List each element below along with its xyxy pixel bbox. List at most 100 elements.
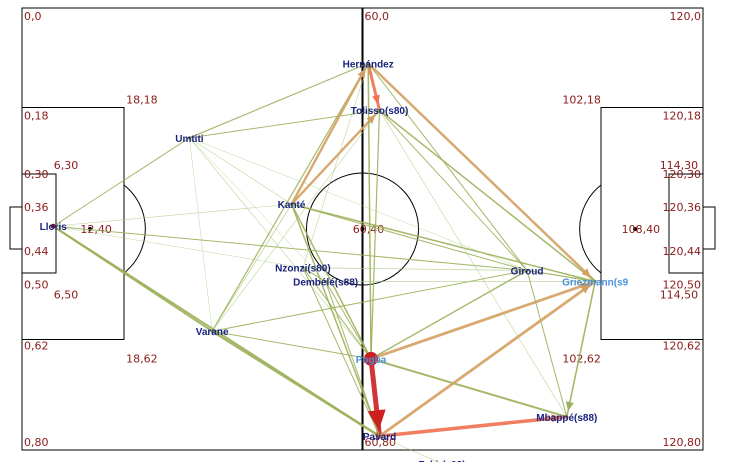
player-label-fekir: Fekir(s93)	[418, 460, 465, 462]
player-node-lloris	[50, 223, 56, 229]
player-label-mbappe: Mbappé(s88)	[536, 413, 597, 424]
pass-line	[52, 137, 190, 227]
pass-line	[291, 203, 528, 271]
pass-line	[379, 435, 439, 462]
coord-label: 6,30	[54, 159, 79, 172]
pass-line	[302, 267, 528, 271]
pass-arrowhead	[551, 414, 561, 423]
left-penalty-arc	[123, 184, 146, 274]
right-penalty-spot	[633, 227, 637, 231]
pass-line	[189, 137, 326, 282]
player-node-umtiti	[187, 136, 191, 140]
pass-lines	[52, 61, 597, 462]
player-label-pogba: Pogba	[356, 355, 387, 366]
coord-label: 0,30	[24, 168, 49, 181]
pass-line	[379, 109, 568, 418]
player-node-pavard	[378, 434, 382, 438]
player-node-kante	[290, 202, 294, 206]
coord-label: 120,62	[663, 340, 702, 353]
coord-label: 12,40	[80, 223, 112, 236]
pass-line	[211, 109, 380, 332]
player-label-pavard: Pavard	[363, 432, 396, 443]
pass-line	[189, 137, 372, 360]
player-node-nzonzi	[301, 266, 305, 270]
pass-line	[369, 280, 597, 361]
pass-line	[290, 203, 596, 283]
coord-label: 120,50	[663, 278, 702, 291]
coord-label: 0,44	[24, 245, 49, 258]
pass-line	[188, 62, 369, 139]
pass-line	[302, 62, 369, 268]
pass-line	[211, 62, 369, 332]
coord-label: 0,80	[24, 436, 49, 449]
pass-arrowhead	[357, 68, 366, 79]
player-label-hernandez: Hernández	[343, 59, 394, 70]
pass-arrows	[357, 68, 591, 431]
pass-line	[189, 137, 528, 271]
pass-line	[302, 267, 381, 437]
coord-label: 18,62	[126, 353, 157, 366]
coord-label: 102,62	[562, 353, 601, 366]
player-node-mbappe	[565, 415, 569, 419]
coord-label: 0,0	[24, 10, 42, 23]
player-label-tolisso: Tolisso(s80)	[351, 106, 409, 117]
pass-line	[379, 109, 528, 271]
coord-label: 120,80	[663, 436, 702, 449]
coord-label: 120,30	[663, 168, 702, 181]
pass-line	[210, 330, 381, 438]
coord-label: 120,36	[663, 201, 702, 214]
player-label-dembele: Dembélé(s88)	[293, 277, 358, 288]
pass-line	[302, 267, 327, 282]
player-label-varane: Varane	[196, 327, 229, 338]
player-labels: Lloris Umtiti Varane Kanté Nzonzi(s80) Dembél…	[40, 59, 629, 462]
centre-spot	[360, 227, 365, 231]
coord-label: 60,0	[365, 10, 390, 23]
pass-line	[366, 62, 597, 283]
right-six-yard-box	[668, 173, 704, 274]
pass-line	[188, 109, 381, 139]
pass-line	[211, 203, 292, 332]
pass-line	[526, 269, 596, 283]
coord-label: 114,50	[660, 288, 699, 301]
pass-line	[211, 269, 528, 332]
player-node-giroud	[525, 268, 529, 272]
pass-line	[378, 109, 596, 283]
coord-label: 18,18	[126, 93, 157, 106]
player-node-pogba	[364, 351, 379, 366]
pass-arrowhead	[581, 268, 591, 278]
coord-label: 0,18	[24, 109, 49, 122]
coord-label: 60,40	[353, 223, 385, 236]
pass-line	[325, 280, 372, 360]
right-penalty-arc	[579, 184, 602, 274]
pass-line	[370, 357, 568, 418]
pass-line	[52, 225, 304, 268]
player-node-dembele	[324, 279, 328, 283]
coordinate-labels: 0,0 60,0 120,0 0,18 18,18 102,18 120,18 6,30 114…	[24, 10, 701, 449]
pass-line	[52, 225, 528, 271]
pass-line	[370, 269, 528, 360]
pass-line	[52, 203, 292, 227]
coord-label: 60,80	[365, 436, 397, 449]
coord-label: 120,0	[670, 10, 702, 23]
player-label-giroud: Giroud	[511, 266, 544, 277]
player-label-lloris: Lloris	[40, 222, 68, 233]
pass-line	[189, 137, 292, 205]
pass-line	[367, 62, 528, 271]
player-node-hernandez	[366, 61, 370, 65]
pass-line	[290, 203, 381, 437]
player-label-umtiti: Umtiti	[175, 134, 204, 145]
pass-line	[565, 280, 596, 418]
player-label-griezmann: Griezmann(s9	[562, 277, 629, 288]
pass-line	[325, 280, 381, 437]
pass-line	[367, 62, 372, 360]
pass-line	[211, 330, 372, 360]
coord-label: 0,50	[24, 278, 49, 291]
coord-label: 120,44	[663, 245, 702, 258]
player-node-tolisso	[378, 108, 382, 112]
coord-label: 102,18	[562, 93, 601, 106]
coord-label: 0,36	[24, 201, 49, 214]
pass-line	[526, 269, 568, 418]
pass-line	[378, 280, 597, 438]
pass-line	[290, 109, 381, 206]
